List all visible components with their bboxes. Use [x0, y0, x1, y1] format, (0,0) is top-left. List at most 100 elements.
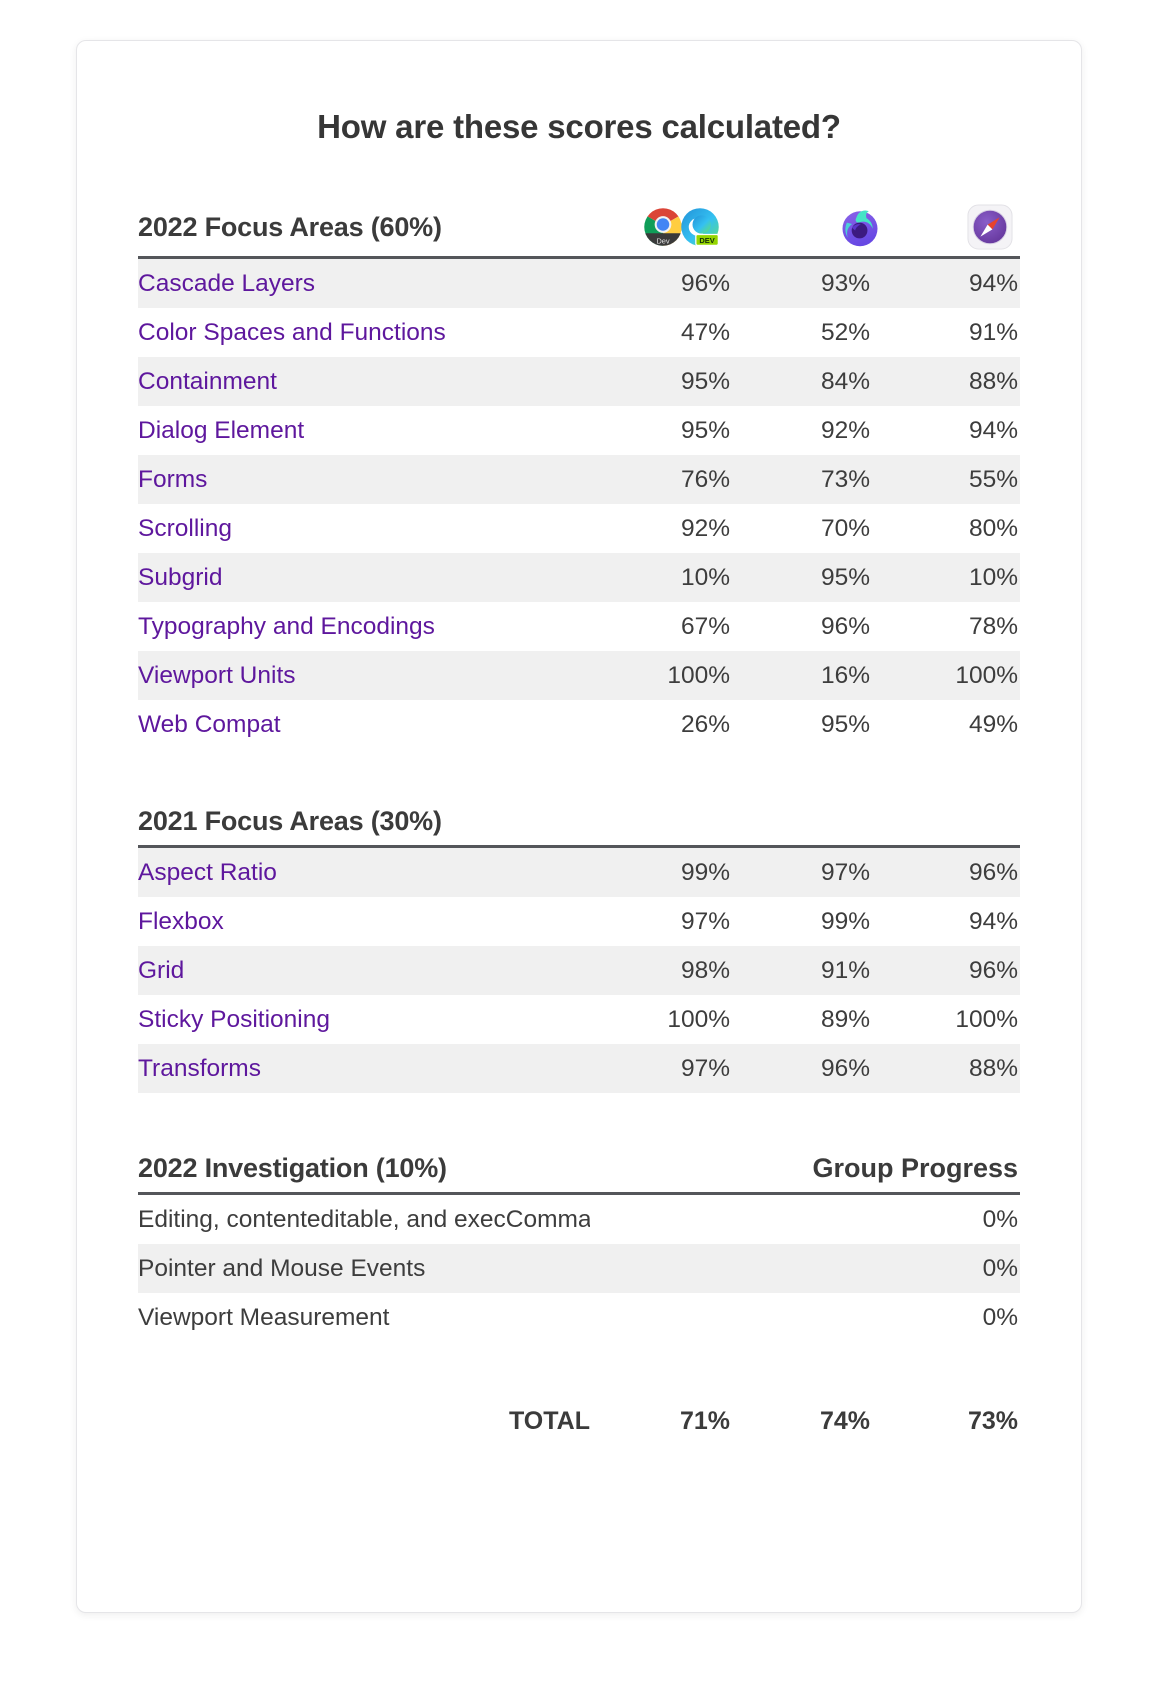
score-cell: 99% [820, 907, 870, 935]
score-cell: 94% [968, 907, 1018, 935]
safari-technology-preview-icon [967, 204, 1013, 250]
table-row: Typography and Encodings 67% 96% 78% [138, 602, 1020, 651]
focus-area-link[interactable]: Cascade Layers [138, 269, 316, 297]
row-label: Pointer and Mouse Events [138, 1254, 426, 1282]
score-cell: 96% [968, 858, 1018, 886]
score-cell: 97% [680, 1054, 730, 1082]
score-cell: 96% [820, 612, 870, 640]
total-score-firefox: 74% [819, 1407, 870, 1435]
edge-dev-icon: DEV [680, 207, 720, 247]
focus-areas-2021-table: Aspect Ratio 99% 97% 96% Flexbox 97% 99% 94% Gri… [138, 848, 1020, 1093]
score-cell: 91% [968, 318, 1018, 346]
svg-text:DEV: DEV [699, 236, 714, 245]
total-row: TOTAL 71% 74% 73% [138, 1397, 1020, 1446]
score-cell: 70% [820, 514, 870, 542]
table-row: Cascade Layers 96% 93% 94% [138, 259, 1020, 308]
score-cell: 93% [820, 269, 870, 297]
focus-areas-2022-table: Cascade Layers 96% 93% 94% Color Spaces and … [138, 259, 1020, 749]
score-cell: 89% [820, 1005, 870, 1033]
table-row: Transforms 97% 96% 88% [138, 1044, 1020, 1093]
focus-area-link[interactable]: Flexbox [138, 907, 224, 935]
table-row: Subgrid 10% 95% 10% [138, 553, 1020, 602]
table-row: Dialog Element 95% 92% 94% [138, 406, 1020, 455]
table-row: Forms 76% 73% 55% [138, 455, 1020, 504]
score-cell: 16% [820, 661, 870, 689]
firefox-nightly-icon [839, 206, 881, 248]
score-cell: 96% [820, 1054, 870, 1082]
score-cell: 88% [968, 367, 1018, 395]
score-cell: 96% [680, 269, 730, 297]
score-cell: 92% [680, 514, 730, 542]
firefox-nightly-column-header [741, 206, 881, 248]
table-row: Grid 98% 91% 96% [138, 946, 1020, 995]
score-card: How are these scores calculated? 2022 Fo… [76, 40, 1082, 1613]
table-row: Web Compat 26% 95% 49% [138, 700, 1020, 749]
section-2022-investigation: 2022 Investigation (10%) Group Progress … [138, 1150, 1020, 1342]
score-cell: 100% [955, 1005, 1018, 1033]
focus-area-link[interactable]: Aspect Ratio [138, 858, 277, 886]
focus-area-link[interactable]: Typography and Encodings [138, 612, 435, 640]
score-cell: 49% [968, 710, 1018, 738]
score-cell: 95% [680, 367, 730, 395]
score-cell: 76% [680, 465, 730, 493]
chrome-dev-icon: Dev [643, 207, 683, 247]
score-cell: 91% [820, 956, 870, 984]
focus-area-link[interactable]: Sticky Positioning [138, 1005, 331, 1033]
score-cell: 94% [968, 416, 1018, 444]
section-heading: 2022 Focus Areas (60%) [138, 212, 442, 242]
focus-area-link[interactable]: Forms [138, 465, 208, 493]
score-cell: 80% [968, 514, 1018, 542]
section-2022-focus-areas: 2022 Focus Areas (60%) Dev [138, 204, 1020, 749]
score-cell: 100% [667, 661, 730, 689]
score-cell: 95% [820, 563, 870, 591]
focus-area-link[interactable]: Viewport Units [138, 661, 296, 689]
focus-area-link[interactable]: Dialog Element [138, 416, 305, 444]
table-row: Viewport Units 100% 16% 100% [138, 651, 1020, 700]
focus-area-link[interactable]: Web Compat [138, 710, 281, 738]
score-cell: 99% [680, 858, 730, 886]
table-row: Aspect Ratio 99% 97% 96% [138, 848, 1020, 897]
score-cell: 97% [680, 907, 730, 935]
score-cell: 73% [820, 465, 870, 493]
score-cell: 96% [968, 956, 1018, 984]
section-heading: 2022 Investigation (10%) [138, 1153, 447, 1183]
score-cell: 95% [820, 710, 870, 738]
table-row: Containment 95% 84% 88% [138, 357, 1020, 406]
table-row: Viewport Measurement 0% [138, 1293, 1020, 1342]
score-cell: 98% [680, 956, 730, 984]
group-progress-column-header: Group Progress [812, 1152, 1018, 1183]
score-cell: 10% [680, 563, 730, 591]
svg-text:Dev: Dev [656, 236, 670, 245]
total-score-safari: 73% [967, 1407, 1018, 1435]
focus-area-link[interactable]: Color Spaces and Functions [138, 318, 446, 346]
investigation-table: Editing, contenteditable, and execComman… [138, 1195, 1020, 1342]
score-cell: 84% [820, 367, 870, 395]
score-cell: 78% [968, 612, 1018, 640]
score-cell: 0% [982, 1254, 1018, 1282]
row-label: Viewport Measurement [138, 1303, 390, 1331]
focus-area-link[interactable]: Subgrid [138, 563, 223, 591]
focus-area-link[interactable]: Scrolling [138, 514, 232, 542]
page-title: How are these scores calculated? [317, 108, 841, 145]
score-cell: 10% [968, 563, 1018, 591]
score-cell: 47% [680, 318, 730, 346]
score-cell: 97% [820, 858, 870, 886]
score-cell: 0% [982, 1303, 1018, 1331]
safari-tp-column-header [865, 204, 1013, 250]
table-row: Color Spaces and Functions 47% 52% 91% [138, 308, 1020, 357]
score-cell: 95% [680, 416, 730, 444]
section-heading: 2021 Focus Areas (30%) [138, 806, 442, 836]
score-cell: 52% [820, 318, 870, 346]
table-row: Sticky Positioning 100% 89% 100% [138, 995, 1020, 1044]
score-cell: 88% [968, 1054, 1018, 1082]
focus-area-link[interactable]: Containment [138, 367, 277, 395]
table-row: Editing, contenteditable, and execComman… [138, 1195, 1020, 1244]
score-cell: 94% [968, 269, 1018, 297]
table-row: Pointer and Mouse Events 0% [138, 1244, 1020, 1293]
focus-area-link[interactable]: Transforms [138, 1054, 261, 1082]
score-cell: 100% [955, 661, 1018, 689]
table-row: Flexbox 97% 99% 94% [138, 897, 1020, 946]
focus-area-link[interactable]: Grid [138, 956, 185, 984]
total-label: TOTAL [508, 1407, 590, 1435]
score-cell: 26% [680, 710, 730, 738]
